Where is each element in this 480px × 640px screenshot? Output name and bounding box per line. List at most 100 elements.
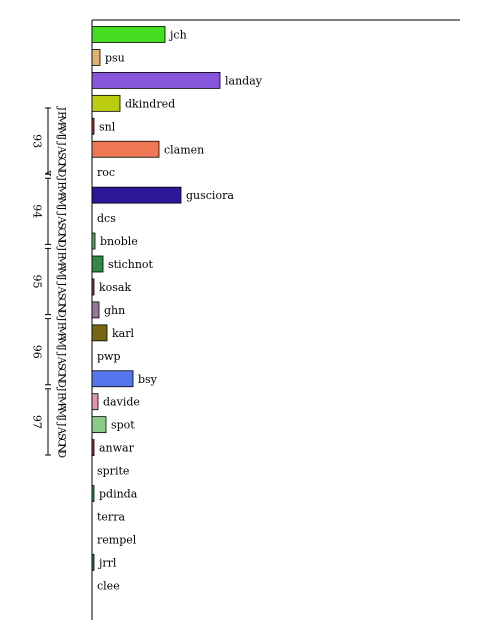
month-label-97-7: J: [56, 422, 67, 427]
month-label-95-3: M: [56, 256, 67, 266]
month-label-97-10: O: [56, 438, 67, 446]
year-label-95: 95: [31, 275, 44, 289]
month-label-96-3: M: [56, 326, 67, 336]
month-label-93-3: M: [56, 116, 67, 126]
month-label-95-2: F: [56, 252, 67, 259]
month-label-93-4: A: [55, 122, 66, 131]
timeline-axis: JFMAMJJASOND93JFMAMJJASOND94JFMAMJJASOND…: [31, 106, 67, 458]
bar-clamen: [91, 140, 160, 158]
bar-jrrl: [91, 553, 95, 571]
bar-snl: [91, 117, 95, 135]
bar-label-dkindred: dkindred: [125, 97, 175, 110]
month-label-96-2: F: [56, 322, 67, 329]
month-label-96-5: M: [56, 338, 67, 348]
month-label-93-12: D: [56, 169, 67, 177]
bar-label-stichnot: stichnot: [108, 258, 154, 271]
month-label-93-10: O: [56, 157, 67, 165]
bar-psu: [91, 49, 101, 66]
month-label-93-1: J: [56, 106, 67, 111]
year-label-97: 97: [31, 415, 44, 429]
bar-label-snl: snl: [99, 120, 116, 133]
bar-pdinda: [91, 485, 95, 502]
month-label-94-7: J: [56, 211, 67, 216]
bar-spot: [91, 416, 107, 434]
bar-label-rempel: rempel: [97, 533, 137, 546]
bar-label-jch: jch: [168, 29, 187, 42]
month-label-97-11: N: [56, 444, 67, 453]
bar-label-kosak: kosak: [99, 281, 131, 294]
month-label-96-1: J: [56, 317, 67, 322]
month-label-97-6: J: [56, 416, 67, 421]
bar-label-bsy: bsy: [138, 373, 158, 386]
month-label-94-4: A: [56, 192, 67, 201]
month-label-93-11: N: [56, 163, 67, 172]
bar-kosak: [91, 278, 95, 296]
bar-bsy: [91, 370, 134, 388]
month-label-95-7: J: [56, 281, 67, 286]
month-label-93-7: J: [56, 141, 67, 146]
bar-label-pdinda: pdinda: [99, 488, 138, 501]
month-label-97-5: M: [56, 408, 67, 418]
bar-anwar: [91, 439, 95, 457]
month-label-94-11: N: [56, 233, 67, 242]
month-label-94-5: M: [56, 197, 67, 207]
bar-gusciora: [91, 186, 182, 204]
bar-label-terra: terra: [97, 510, 125, 523]
month-label-96-7: J: [56, 352, 67, 357]
month-label-96-6: J: [56, 346, 67, 351]
year-label-94: 94: [31, 204, 44, 218]
year-label-93: 93: [31, 134, 44, 148]
month-label-96-12: D: [56, 380, 67, 388]
bar-label-sprite: sprite: [97, 465, 129, 478]
bar-label-psu: psu: [105, 51, 125, 64]
month-label-94-6: J: [56, 205, 67, 210]
month-label-95-8: A: [56, 286, 67, 295]
bar-label-spot: spot: [111, 419, 135, 432]
bar-stichnot: [91, 255, 104, 273]
month-label-95-11: N: [56, 303, 67, 312]
month-label-94-12: D: [56, 239, 67, 247]
bar-label-jrrl: jrrl: [97, 556, 117, 569]
month-label-94-1: J: [56, 176, 67, 181]
month-label-94-3: M: [56, 186, 67, 196]
bar-jch: [91, 26, 166, 43]
bar-label-pwp: pwp: [97, 350, 121, 363]
bar-label-bnoble: bnoble: [100, 235, 138, 248]
month-label-97-9: S: [56, 433, 67, 440]
month-label-95-6: J: [56, 276, 67, 281]
bar-label-roc: roc: [97, 166, 115, 179]
bar-landay: [91, 72, 221, 89]
month-label-96-10: O: [56, 368, 67, 376]
bar-label-dcs: dcs: [97, 212, 116, 225]
month-label-94-9: S: [56, 222, 67, 229]
month-label-96-8: A: [56, 356, 67, 365]
month-label-94-2: F: [56, 181, 67, 188]
year-label-96: 96: [31, 345, 44, 359]
bar-label-gusciora: gusciora: [186, 189, 234, 202]
month-label-93-5: M: [56, 127, 67, 137]
bar-group: jch psu landay dkindred snl clamen roc gusciora…: [91, 26, 263, 592]
month-label-94-8: A: [56, 215, 67, 224]
month-label-93-2: F: [56, 111, 67, 118]
month-label-97-4: A: [56, 403, 67, 412]
month-label-95-10: O: [56, 298, 67, 306]
month-label-95-9: S: [56, 293, 67, 300]
month-label-97-8: A: [56, 426, 67, 435]
bar-label-clamen: clamen: [164, 143, 204, 156]
month-label-97-2: F: [56, 392, 67, 399]
bar-label-landay: landay: [225, 74, 263, 87]
bar-dkindred: [91, 94, 121, 112]
bar-label-davide: davide: [103, 396, 140, 409]
month-label-96-11: N: [56, 374, 67, 383]
month-label-94-10: O: [56, 228, 67, 236]
bar-ghn: [91, 301, 100, 319]
month-label-93-9: S: [56, 152, 67, 159]
bar-karl: [91, 324, 108, 342]
month-label-95-4: A: [56, 262, 67, 271]
timeline-marker: v: [43, 169, 54, 176]
bar-bnoble: [91, 232, 96, 250]
bar-davide: [91, 393, 99, 411]
month-label-97-12: D: [56, 450, 67, 458]
bar-label-anwar: anwar: [99, 442, 135, 455]
